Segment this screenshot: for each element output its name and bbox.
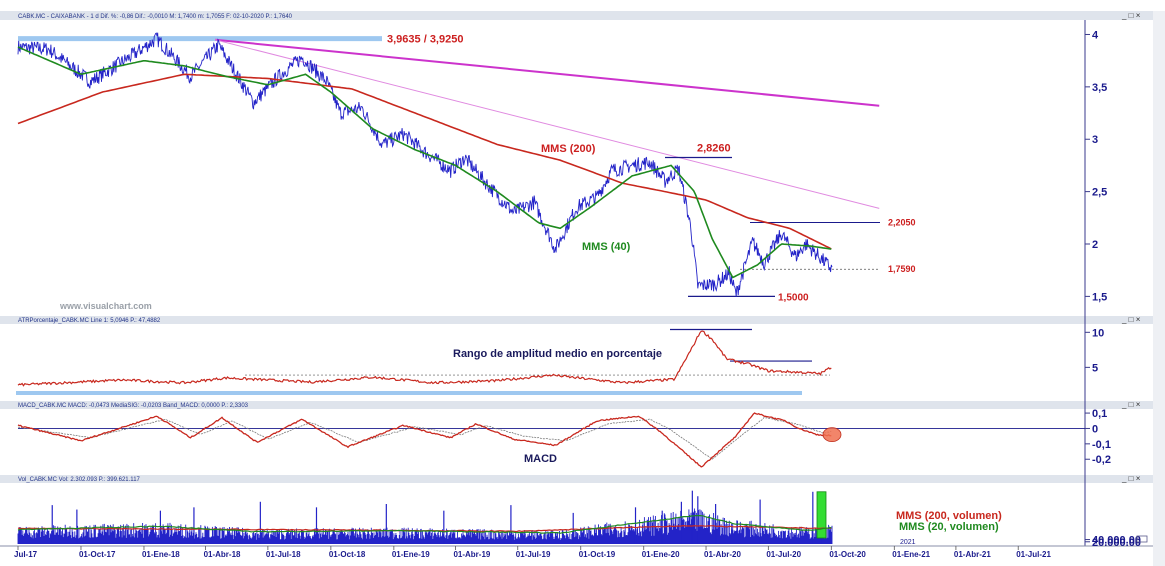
window-background <box>0 11 1165 566</box>
watermark: www.visualchart.com <box>59 301 152 311</box>
volume-legend-mms-200: MMS (200, volumen) <box>896 510 1002 522</box>
price-series-line <box>17 32 833 297</box>
volume-mms-20-line <box>17 514 832 534</box>
macd-line <box>17 412 832 468</box>
y-tick-label-2-0: 0,1 <box>1092 408 1107 420</box>
x-tick-label-16: 01-Jul-21 <box>1016 550 1051 559</box>
x-tick-label-5: 01-Oct-18 <box>329 550 366 559</box>
y-tick-label-0-3: 3 <box>1092 134 1098 146</box>
x-tick-label-6: 01-Ene-19 <box>392 550 430 559</box>
atr-series-line <box>17 330 832 387</box>
price-window-controls[interactable]: _ □ × <box>1121 11 1141 20</box>
macd-window-controls[interactable]: _ □ × <box>1121 400 1141 409</box>
macd-title: MACD <box>524 453 557 465</box>
volume-panel-title: Vol_CABK.MC Vol: 2.302.093 P.: 399.621.1… <box>18 477 141 483</box>
x-tick-label-0: Jul-17 <box>14 550 38 559</box>
y-tick-label-2-3: -0,2 <box>1092 454 1111 466</box>
trendline-1 <box>215 38 880 107</box>
x-tick-label-1: 01-Oct-17 <box>79 550 116 559</box>
annotation-2: 2,8260 <box>697 142 731 154</box>
x-tick-label-3: 01-Abr-18 <box>204 550 241 559</box>
atr-panel-header <box>0 316 1153 324</box>
annotation-4: 1,7590 <box>888 264 916 274</box>
y-tick-label-0-1: 2 <box>1092 239 1098 251</box>
price-panel: 3,9635 / 3,9250 2,8260 2,2050 1,7590 1,5000 M… <box>17 32 916 303</box>
y-tick-label-3-1: 40.000.00 <box>1092 535 1141 547</box>
x-tick-label-10: 01-Ene-20 <box>642 550 680 559</box>
y-tick-label-3-0: 20.000.00 <box>1092 537 1141 549</box>
annotation-6: MMS (200) <box>541 143 596 155</box>
volume-panel-header <box>0 475 1153 483</box>
x-tick-label-9: 01-Oct-19 <box>579 550 616 559</box>
atr-panel: Rango de amplitud medio en porcentaje <box>16 328 832 395</box>
x-tick-label-11: 01-Abr-20 <box>704 550 741 559</box>
volume-legend-mms-20: MMS (20, volumen) <box>899 521 999 533</box>
axes: 1,5 2 2,5 3 3,5 4 5 10 0,1 0 -0,1 -0,2 20.000.0040.0… <box>14 29 1141 559</box>
x-tick-label-13: 01-Oct-20 <box>829 550 866 559</box>
x-tick-label-2: 01-Ene-18 <box>142 550 180 559</box>
trendline-2 <box>215 39 880 209</box>
x-tick-label-14: 01-Ene-21 <box>892 550 930 559</box>
x-tick-label-8: 01-Jul-19 <box>516 550 551 559</box>
x-tick-label-12: 01-Jul-20 <box>766 550 801 559</box>
y-tick-label-0-2: 2,5 <box>1092 187 1107 199</box>
atr-title: Rango de amplitud medio en porcentaje <box>453 348 662 360</box>
mms-40-line <box>17 46 832 279</box>
volume-window-controls[interactable]: _ □ × <box>1121 474 1141 483</box>
volume-panel: MMS (200, volumen)MMS (20, volumen) <box>17 490 1002 544</box>
x-tick-label-4: 01-Jul-18 <box>266 550 301 559</box>
right-gutter <box>1153 11 1165 566</box>
y-tick-label-1-0: 5 <box>1092 362 1098 374</box>
y-tick-label-2-2: -0,1 <box>1092 439 1111 451</box>
x-tick-label-15: 01-Abr-21 <box>954 550 991 559</box>
annotation-1: 3,9635 / 3,9250 <box>387 34 463 46</box>
volume-highlight-box <box>816 491 827 539</box>
atr-panel-title: ATRPorcentaje_CABK.MC Line 1: 5,0946 P.:… <box>18 318 161 324</box>
y-tick-label-0-4: 3,5 <box>1092 82 1107 94</box>
macd-panel-title: MACD_CABK.MC MACD: -0,0473 MediaSIG: -0,… <box>18 403 249 409</box>
scroll-handle[interactable] <box>1136 535 1148 543</box>
annotation-5: 1,5000 <box>778 292 809 303</box>
mms-200-line <box>17 73 832 250</box>
y-tick-label-2-1: 0 <box>1092 423 1098 435</box>
x-tick-label-7: 01-Abr-19 <box>453 550 490 559</box>
macd-panel-header <box>0 401 1153 409</box>
macd-signal-line <box>17 416 832 460</box>
price-panel-title: CABK.MC - CAIXABANK - 1 d Dif. %: -0,86 … <box>18 14 293 20</box>
x-sub-label: 2021 <box>900 539 916 546</box>
macd-highlight-circle <box>822 427 842 443</box>
volume-bars <box>17 508 833 544</box>
y-tick-label-1-1: 10 <box>1092 327 1104 339</box>
atr-window-controls[interactable]: _ □ × <box>1121 315 1141 324</box>
y-tick-label-0-0: 1,5 <box>1092 291 1107 303</box>
annotation-7: MMS (40) <box>582 241 631 253</box>
price-panel-header <box>0 11 1153 20</box>
y-tick-label-0-5: 4 <box>1092 29 1099 41</box>
macd-panel: MACD <box>17 412 1085 468</box>
annotation-3: 2,2050 <box>888 218 916 228</box>
